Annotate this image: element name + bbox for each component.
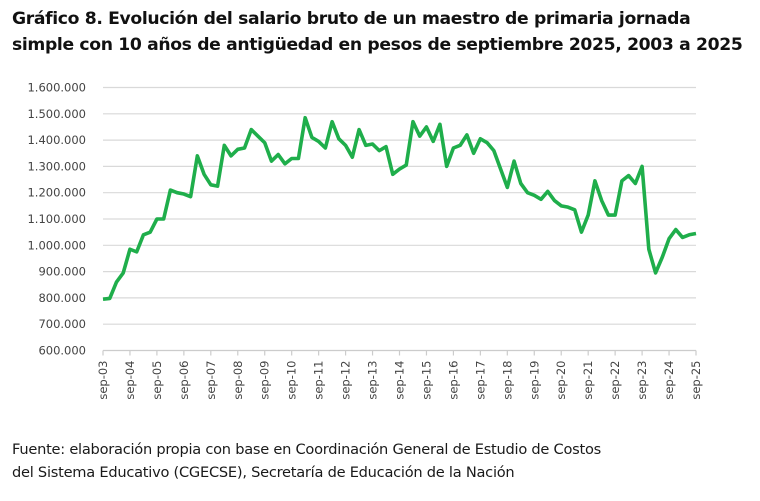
chart-title-line-1: Gráfico 8. Evolución del salario bruto d…: [12, 9, 691, 29]
source-line-2: del Sistema Educativo (CGECSE), Secretar…: [12, 464, 515, 481]
y-tick-label: 1.100.000: [27, 212, 86, 226]
gridlines: [103, 86, 696, 325]
x-tick-label: sep-25: [689, 361, 703, 400]
x-tick-label: sep-19: [527, 361, 541, 400]
y-tick-label: 600.000: [38, 344, 86, 358]
x-tick-label: sep-05: [150, 361, 164, 400]
x-tick-label: sep-15: [419, 361, 433, 400]
y-tick-label: 1.600.000: [27, 81, 86, 95]
chart-title: Gráfico 8. Evolución del salario bruto d…: [12, 6, 752, 58]
x-tick-label: sep-03: [96, 361, 110, 400]
x-tick-label: sep-11: [312, 361, 326, 400]
y-tick-label: 1.400.000: [27, 133, 86, 147]
chart-title-line-2: simple con 10 años de antigüedad en peso…: [12, 35, 743, 55]
x-tick-label: sep-14: [393, 361, 407, 400]
y-tick-label: 900.000: [38, 265, 86, 279]
x-tick-label: sep-17: [473, 361, 487, 400]
x-tick-label: sep-13: [366, 361, 380, 400]
y-tick-label: 1.500.000: [27, 107, 86, 121]
x-tick-label: sep-06: [177, 361, 191, 400]
y-tick-label: 1.200.000: [27, 186, 86, 200]
x-tick-label: sep-22: [608, 361, 622, 400]
y-tick-label: 1.300.000: [27, 159, 86, 173]
line-chart: 600.000 700.000 800.000 900.000 1.000.000 1.1…: [27, 81, 703, 400]
y-tick-label: 1.000.000: [27, 238, 86, 252]
y-tick-label: 700.000: [38, 317, 86, 331]
x-tick-label: sep-21: [581, 361, 595, 400]
x-axis: sep-03 sep-04 sep-05 sep-06 sep-07 sep-08 sep-…: [96, 349, 703, 400]
x-tick-label: sep-04: [123, 361, 137, 400]
x-tick-label: sep-16: [446, 361, 460, 400]
x-tick-label: sep-10: [285, 361, 299, 400]
x-tick-label: sep-12: [339, 361, 353, 400]
x-tick-label: sep-07: [204, 361, 218, 400]
x-tick-label: sep-24: [662, 361, 676, 400]
x-tick-label: sep-18: [500, 361, 514, 400]
series-layer: [102, 115, 697, 301]
x-tick-label: sep-09: [258, 361, 272, 400]
y-tick-label: 800.000: [38, 291, 86, 305]
y-axis: 600.000 700.000 800.000 900.000 1.000.000 1.1…: [27, 81, 86, 358]
x-tick-label: sep-08: [231, 361, 245, 400]
x-tick-label: sep-23: [635, 361, 649, 400]
x-tick-label: sep-20: [554, 361, 568, 400]
source-note: Fuente: elaboración propia con base en C…: [12, 438, 752, 484]
source-line-1: Fuente: elaboración propia con base en C…: [12, 441, 602, 458]
